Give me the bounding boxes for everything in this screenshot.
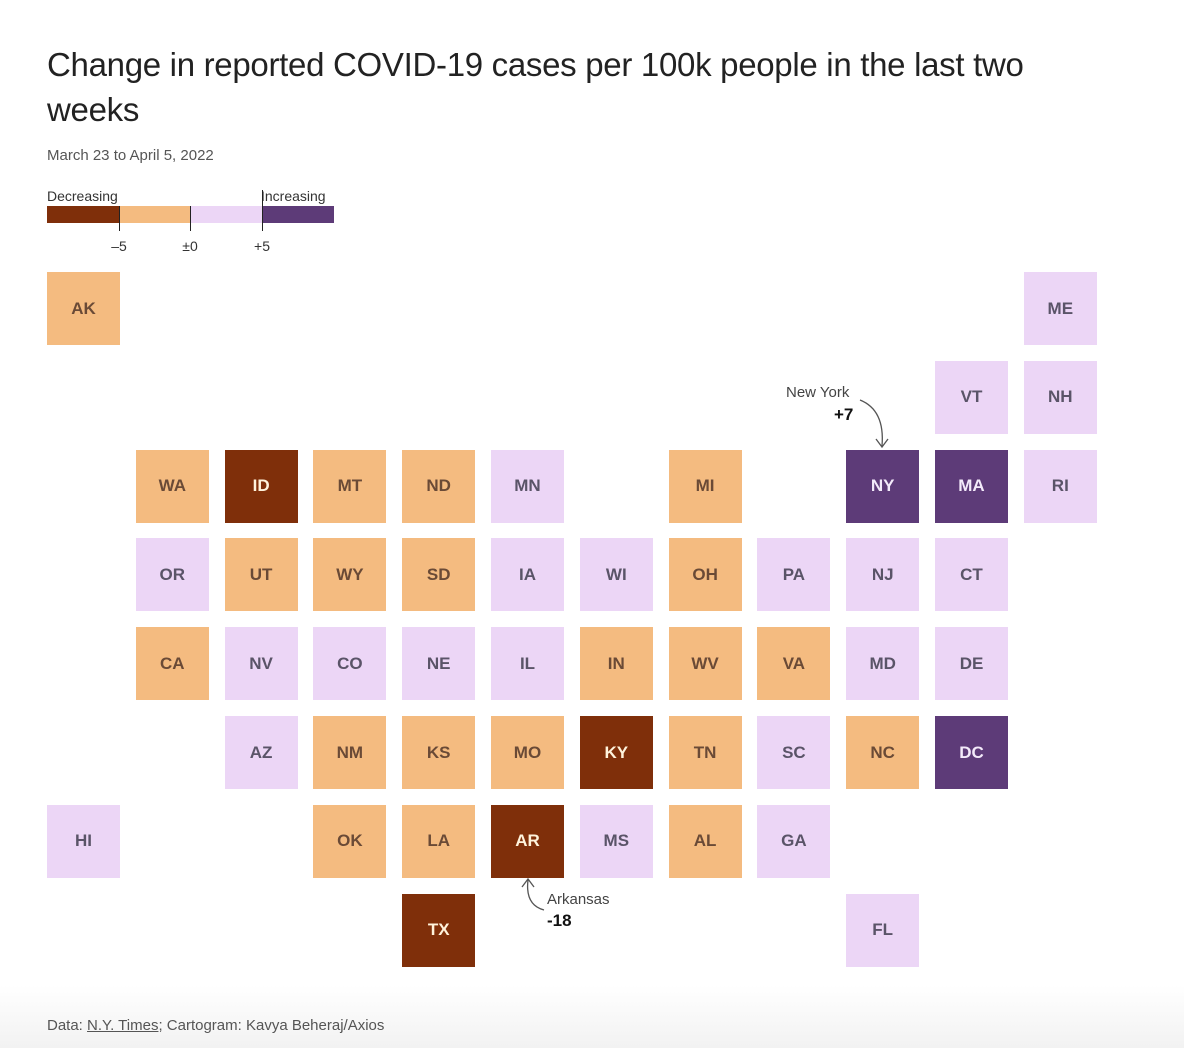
- state-tile-ne: NE: [402, 627, 476, 701]
- state-tile-nh: NH: [1023, 360, 1097, 434]
- state-tile-ct: CT: [935, 538, 1008, 612]
- footer-cartogram-credit: ; Cartogram: Kavya Beheraj/Axios: [158, 1017, 385, 1034]
- state-tile-or: OR: [135, 538, 209, 612]
- state-tile-ri: RI: [1023, 449, 1097, 523]
- state-tile-ks: KS: [402, 716, 476, 789]
- state-tile-me: ME: [1023, 272, 1097, 345]
- state-tile-hi: HI: [47, 804, 120, 878]
- chart-title: Change in reported COVID-19 cases per 10…: [47, 46, 1024, 128]
- state-tile-nj: NJ: [846, 538, 920, 612]
- state-tile-md: MD: [846, 627, 920, 701]
- state-tile-nm: NM: [313, 716, 387, 789]
- state-tile-sd: SD: [402, 538, 476, 612]
- ar-arrowhead: [521, 877, 535, 888]
- legend-swatch-decrease: [119, 206, 191, 223]
- state-tile-nd: ND: [402, 449, 476, 523]
- chart-subtitle: March 23 to April 5, 2022: [47, 147, 214, 164]
- state-tile-va: VA: [757, 627, 831, 701]
- state-tile-wa: WA: [135, 449, 209, 523]
- state-tile-nv: NV: [224, 627, 298, 701]
- state-tile-ak: AK: [47, 272, 120, 345]
- legend-swatch-increase: [191, 206, 263, 223]
- state-tile-ia: IA: [491, 538, 564, 612]
- state-tile-in: IN: [579, 627, 653, 701]
- state-tile-ky: KY: [579, 716, 653, 789]
- state-tile-id: ID: [224, 449, 298, 523]
- source-link[interactable]: N.Y. Times: [87, 1017, 159, 1034]
- footer: [0, 985, 1184, 1048]
- footer-data-prefix: Data:: [47, 1017, 88, 1034]
- state-tile-mo: MO: [491, 716, 564, 789]
- state-tile-nc: NC: [846, 716, 920, 789]
- state-tile-co: CO: [313, 627, 387, 701]
- annotation-name-new-york: New York: [786, 384, 850, 401]
- annotation-value-arkansas: -18: [547, 911, 572, 930]
- legend-tick-label: +5: [254, 238, 270, 254]
- legend-decreasing-label: Decreasing: [47, 188, 118, 204]
- state-tile-al: AL: [668, 804, 742, 878]
- state-tile-ma: MA: [935, 449, 1008, 523]
- state-tile-mn: MN: [491, 449, 564, 523]
- legend-tick: [262, 190, 263, 231]
- state-tile-dc: DC: [935, 716, 1008, 789]
- legend-increasing-label: Increasing: [261, 188, 326, 204]
- state-tile-ga: GA: [757, 804, 831, 878]
- state-tile-pa: PA: [757, 538, 831, 612]
- state-tile-ca: CA: [135, 627, 209, 701]
- state-tile-wv: WV: [668, 627, 742, 701]
- state-tile-sc: SC: [757, 716, 831, 789]
- annotation-value-new-york: +7: [834, 405, 854, 424]
- legend-swatch-strong-increase: [263, 206, 334, 223]
- state-tile-tx: TX: [402, 893, 476, 967]
- state-tile-tn: TN: [668, 716, 742, 789]
- state-tile-ar: AR: [491, 804, 564, 878]
- state-tile-wi: WI: [579, 538, 653, 612]
- state-tile-az: AZ: [224, 716, 298, 789]
- legend-tick-label: ±0: [182, 238, 198, 254]
- state-tile-la: LA: [402, 804, 476, 878]
- footer-credit: Data: N.Y. Times; Cartogram: Kavya Beher…: [47, 1017, 384, 1034]
- state-tile-wy: WY: [313, 538, 387, 612]
- ny-arrow: [859, 399, 883, 447]
- legend-tick: [119, 206, 120, 231]
- ar-arrow: [526, 879, 545, 911]
- state-tile-oh: OH: [668, 538, 742, 612]
- state-tile-ut: UT: [224, 538, 298, 612]
- state-tile-mi: MI: [668, 449, 742, 523]
- state-tile-ms: MS: [579, 804, 653, 878]
- legend-tick-label: –5: [111, 238, 127, 254]
- legend-swatch-strong-decrease: [47, 206, 119, 223]
- state-tile-ok: OK: [313, 804, 387, 878]
- state-tile-de: DE: [935, 627, 1008, 701]
- ny-arrowhead: [875, 438, 889, 449]
- annotation-name-arkansas: Arkansas: [547, 891, 610, 908]
- state-tile-vt: VT: [935, 360, 1008, 434]
- legend-tick: [190, 206, 191, 231]
- state-tile-il: IL: [491, 627, 564, 701]
- state-tile-mt: MT: [313, 449, 387, 523]
- state-tile-fl: FL: [846, 893, 920, 967]
- state-tile-ny: NY: [846, 449, 920, 523]
